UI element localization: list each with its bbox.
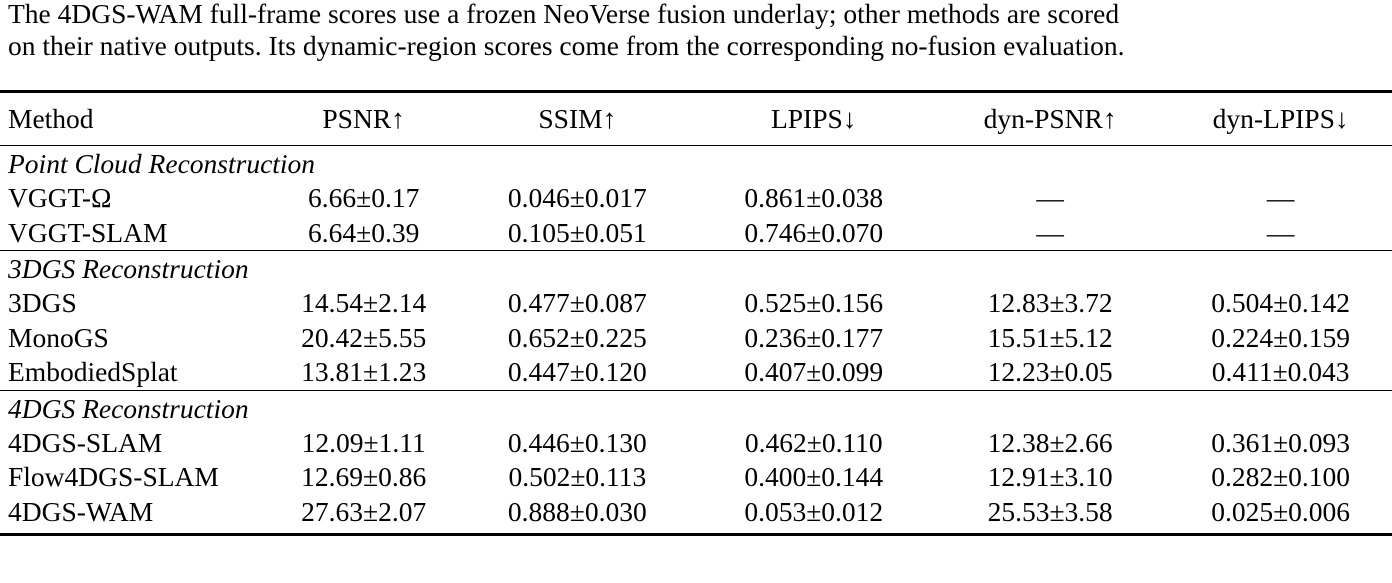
cell-dyn-psnr: 12.38±2.66 — [987, 426, 1113, 458]
table-caption: The 4DGS-WAM full-frame scores use a fro… — [8, 0, 1388, 62]
cell-dyn-psnr: — — [1036, 216, 1064, 248]
group-header-row: 4DGS Reconstruction — [0, 389, 1392, 426]
cell-ssim: 0.477±0.087 — [507, 287, 647, 319]
cell-lpips: 0.861±0.038 — [744, 182, 884, 214]
cell-ssim: 0.446±0.130 — [507, 426, 647, 458]
table-header-row: Method PSNR↑ SSIM↑ LPIPS↓ dyn-PSNR↑ dyn-… — [0, 90, 1392, 146]
cell-ssim: 0.046±0.017 — [507, 182, 647, 214]
cell-dyn-lpips: — — [1266, 182, 1295, 214]
header-psnr: PSNR↑ — [269, 90, 459, 146]
header-method: Method — [0, 90, 270, 146]
cell-dyn-psnr: — — [1036, 182, 1064, 214]
header-dyn-psnr: dyn-PSNR↑ — [931, 90, 1170, 146]
cell-dyn-lpips: 0.411±0.043 — [1211, 356, 1350, 388]
cell-lpips: 0.400±0.144 — [744, 461, 884, 493]
caption-line-1: The 4DGS-WAM full-frame scores use a fro… — [8, 0, 1120, 29]
cell-ssim: 0.888±0.030 — [458, 494, 697, 536]
table-row: VGGT-Ω 6.66±0.17 0.046±0.017 0.861±0.038… — [0, 181, 1392, 216]
cell-dyn-lpips: — — [1266, 216, 1295, 248]
group-header-row: Point Cloud Reconstruction — [0, 145, 1392, 181]
cell-dyn-psnr: 12.23±0.05 — [987, 356, 1113, 388]
cell-dyn-lpips: 0.504±0.142 — [1211, 287, 1351, 319]
group-header-row: 3DGS Reconstruction — [0, 250, 1392, 286]
cell-dyn-lpips: 0.361±0.093 — [1211, 426, 1351, 458]
table-row: EmbodiedSplat 13.81±1.23 0.447±0.120 0.4… — [0, 355, 1392, 390]
header-ssim: SSIM↑ — [458, 90, 697, 146]
cell-lpips: 0.407±0.099 — [744, 356, 884, 388]
table-row: 4DGS-SLAM 12.09±1.11 0.446±0.130 0.462±0… — [0, 426, 1392, 461]
cell-psnr: 6.66±0.17 — [308, 182, 420, 214]
group-title: 3DGS Reconstruction — [0, 250, 1392, 286]
cell-ssim: 0.502±0.113 — [508, 461, 647, 493]
cell-dyn-lpips: 0.224±0.159 — [1211, 321, 1351, 353]
cell-method: VGGT-Ω — [8, 182, 112, 214]
group-title: 4DGS Reconstruction — [0, 389, 1392, 426]
cell-dyn-psnr: 25.53±3.58 — [931, 494, 1170, 536]
table-row: VGGT-SLAM 6.64±0.39 0.105±0.051 0.746±0.… — [0, 216, 1392, 251]
table-row: Flow4DGS-SLAM 12.69±0.86 0.502±0.113 0.4… — [0, 460, 1392, 495]
cell-lpips: 0.462±0.110 — [744, 426, 883, 458]
cell-lpips: 0.236±0.177 — [744, 321, 884, 353]
cell-method: 4DGS-WAM — [0, 494, 270, 536]
cell-method: MonoGS — [8, 321, 109, 353]
header-dyn-lpips: dyn-LPIPS↓ — [1169, 90, 1392, 146]
cell-dyn-lpips: 0.025±0.006 — [1169, 494, 1392, 536]
cell-method: Flow4DGS-SLAM — [8, 461, 219, 493]
caption-line-2: on their native outputs. Its dynamic-reg… — [8, 30, 1125, 61]
cell-lpips: 0.746±0.070 — [744, 216, 884, 248]
results-table: Method PSNR↑ SSIM↑ LPIPS↓ dyn-PSNR↑ dyn-… — [0, 90, 1392, 536]
cell-psnr: 6.64±0.39 — [308, 216, 420, 248]
cell-psnr: 20.42±5.55 — [301, 321, 427, 353]
table-row: 3DGS 14.54±2.14 0.477±0.087 0.525±0.156 … — [0, 286, 1392, 321]
cell-psnr: 12.69±0.86 — [301, 461, 427, 493]
cell-psnr: 13.81±1.23 — [301, 356, 427, 388]
cell-ssim: 0.447±0.120 — [507, 356, 647, 388]
cell-dyn-psnr: 12.91±3.10 — [987, 461, 1113, 493]
cell-lpips: 0.053±0.012 — [696, 494, 931, 536]
cell-psnr: 27.63±2.07 — [269, 494, 459, 536]
cell-ssim: 0.652±0.225 — [507, 321, 647, 353]
cell-ssim: 0.105±0.051 — [507, 216, 647, 248]
cell-method: VGGT-SLAM — [8, 216, 168, 248]
table-row: 4DGS-WAM 27.63±2.07 0.888±0.030 0.053±0.… — [0, 494, 1392, 536]
table-row: MonoGS 20.42±5.55 0.652±0.225 0.236±0.17… — [0, 321, 1392, 356]
cell-method: 4DGS-SLAM — [8, 426, 163, 458]
cell-method: 3DGS — [8, 287, 77, 319]
header-lpips: LPIPS↓ — [696, 90, 931, 146]
cell-dyn-psnr: 12.83±3.72 — [987, 287, 1113, 319]
cell-dyn-psnr: 15.51±5.12 — [987, 321, 1113, 353]
cell-lpips: 0.525±0.156 — [744, 287, 884, 319]
cell-dyn-lpips: 0.282±0.100 — [1211, 461, 1351, 493]
group-title: Point Cloud Reconstruction — [0, 145, 1392, 181]
cell-psnr: 14.54±2.14 — [301, 287, 427, 319]
cell-method: EmbodiedSplat — [8, 356, 178, 388]
cell-psnr: 12.09±1.11 — [301, 426, 426, 458]
